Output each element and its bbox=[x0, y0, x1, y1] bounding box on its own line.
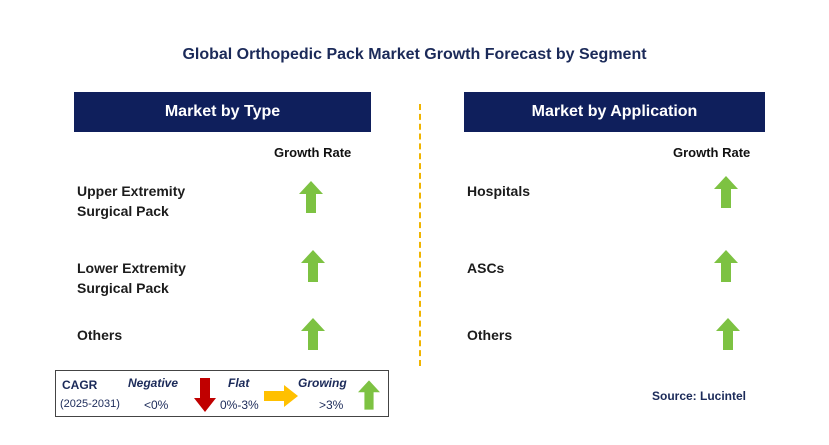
legend-growing-range: >3% bbox=[319, 398, 344, 412]
growing-arrow-icon bbox=[714, 250, 738, 282]
left-row-2-line2: Surgical Pack bbox=[77, 280, 169, 296]
legend-period: (2025-2031) bbox=[60, 398, 120, 410]
growing-arrow-icon bbox=[714, 176, 738, 208]
legend-cagr-label: CAGR bbox=[62, 378, 98, 392]
growing-arrow-icon bbox=[358, 380, 380, 410]
growing-arrow-icon bbox=[716, 318, 740, 350]
cagr-legend: CAGR (2025-2031) Negative <0% Flat 0%-3%… bbox=[55, 370, 389, 417]
right-row-2-label: ASCs bbox=[467, 260, 505, 276]
growing-arrow-icon bbox=[301, 250, 325, 282]
legend-growing-label: Growing bbox=[298, 376, 347, 390]
left-row-1-line1: Upper Extremity bbox=[77, 183, 186, 199]
left-growth-rate-label: Growth Rate bbox=[274, 145, 352, 160]
left-row-1-line2: Surgical Pack bbox=[77, 203, 169, 219]
market-by-application-header: Market by Application bbox=[464, 92, 765, 132]
right-row-3-label: Others bbox=[467, 327, 513, 343]
legend-flat-label: Flat bbox=[228, 376, 250, 390]
legend-flat-range: 0%-3% bbox=[220, 398, 259, 412]
legend-negative-range: <0% bbox=[144, 398, 169, 412]
left-row-3-line1: Others bbox=[77, 327, 123, 343]
legend-negative-label: Negative bbox=[128, 376, 179, 390]
source-label: Source: Lucintel bbox=[652, 389, 747, 403]
left-row-3-label: Others bbox=[77, 325, 122, 345]
page-title: Global Orthopedic Pack Market Growth For… bbox=[182, 46, 647, 63]
panel-divider bbox=[419, 104, 421, 366]
right-row-1-label: Hospitals bbox=[467, 183, 531, 199]
flat-arrow-icon bbox=[264, 385, 298, 407]
negative-arrow-icon bbox=[194, 378, 216, 412]
right-growth-rate-label: Growth Rate bbox=[673, 145, 751, 160]
growing-arrow-icon bbox=[301, 318, 325, 350]
left-row-1-label: Upper Extremity Surgical Pack bbox=[77, 181, 185, 221]
growing-arrow-icon bbox=[299, 181, 323, 213]
left-row-2-line1: Lower Extremity bbox=[77, 260, 186, 276]
left-row-2-label: Lower Extremity Surgical Pack bbox=[77, 258, 186, 298]
market-by-type-header: Market by Type bbox=[74, 92, 371, 132]
